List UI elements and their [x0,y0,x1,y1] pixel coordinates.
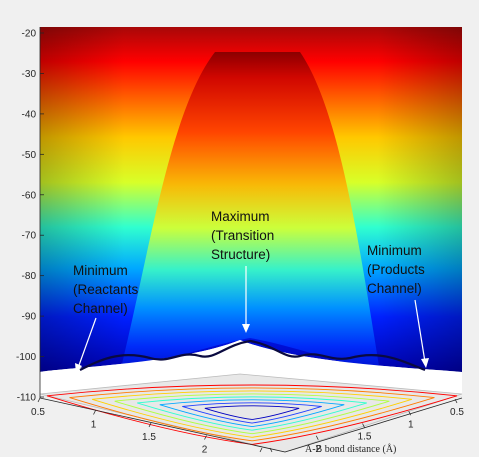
x-tick-mark [37,397,41,403]
contour-line [91,390,413,438]
z-tick-label: -50 [22,150,37,161]
x-tick-label: 1 [91,420,97,431]
z-tick-label: -70 [22,231,37,242]
contour-line [114,393,390,435]
annotation-min-right-line-3: Channel) [367,281,422,296]
x-tick-label: 0.5 [31,407,45,418]
contour-line [137,396,367,431]
annotation-max-center-line-1: Maximum [211,209,270,224]
annotation-min-left-line-1: Minimum [73,263,128,278]
z-tick-label: -20 [22,29,37,40]
annotation-max-center: Maximum (Transition Structure) [211,209,274,333]
y-tick-label: 1.5 [358,432,372,443]
annotation-min-left-line-2: (Reactants [73,282,139,297]
z-tick-label: -80 [22,271,37,282]
z-tick-label: -30 [22,69,37,80]
z-axis-ticks: -20 -30 -40 -50 -60 -70 -80 -90 -100 -110 [16,29,44,404]
y-tick-label: 2 [315,444,321,455]
surface-bottom-edge-line [79,339,426,372]
annotation-min-right-arrow [414,299,426,363]
y-tick-mark [362,423,365,428]
x-axis-label: A-B bond distance (Å) [305,443,396,455]
contour-line [69,387,435,442]
x-tick-mark [148,422,152,428]
surface-central-hump [120,52,380,372]
x-tick-mark [204,435,207,440]
x-tick-mark [259,447,263,453]
contour-lines [46,384,458,445]
y-tick-mark [408,411,412,416]
annotation-min-left-arrow [77,317,97,369]
annotation-min-right-arrowhead [421,358,429,368]
annotation-min-left-arrowhead [75,363,82,373]
surface-bottom-white-rim [40,340,462,394]
x-axis-line [39,397,286,453]
annotation-max-center-line-2: (Transition [211,228,274,243]
z-tick-label: -60 [22,190,37,201]
y-tick-label: 1 [408,419,414,430]
x-tick-label: 1.5 [142,432,156,443]
annotation-min-right: Minimum (Products Channel) [367,243,429,368]
z-tick-label: -40 [22,109,37,120]
contour-floor [39,373,463,453]
y-tick-mark [315,435,319,440]
energy-surface [40,27,462,394]
x-tick-mark [93,410,96,415]
annotation-min-left-line-3: Channel) [73,301,128,316]
y-tick-mark [269,447,273,453]
z-tick-label: -90 [22,312,37,323]
z-tick-label: -100 [16,352,36,363]
annotations: Minimum (Reactants Channel) Maximum (Tra… [73,209,429,373]
contour-line [159,399,345,428]
contour-line [46,384,458,445]
y-axis-line [284,397,463,453]
contour-line [204,405,300,420]
contour-line [182,402,322,424]
y-tick-mark [454,398,458,404]
y-tick-label: 0.5 [450,407,464,418]
annotation-max-center-arrowhead [242,324,250,333]
x-axis-ticks: 0.511.522.5 [31,397,263,456]
axes [39,27,463,453]
annotation-min-right-line-1: Minimum [367,243,422,258]
x-tick-label: 2 [202,445,208,456]
annotation-min-left: Minimum (Reactants Channel) [73,263,139,373]
annotation-max-center-line-3: Structure) [211,247,270,262]
z-tick-label: -110 [17,393,37,404]
annotation-min-right-line-2: (Products [367,262,425,277]
